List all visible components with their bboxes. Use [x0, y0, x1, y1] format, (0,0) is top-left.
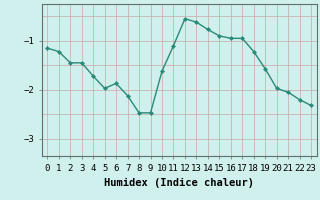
X-axis label: Humidex (Indice chaleur): Humidex (Indice chaleur)	[104, 178, 254, 188]
